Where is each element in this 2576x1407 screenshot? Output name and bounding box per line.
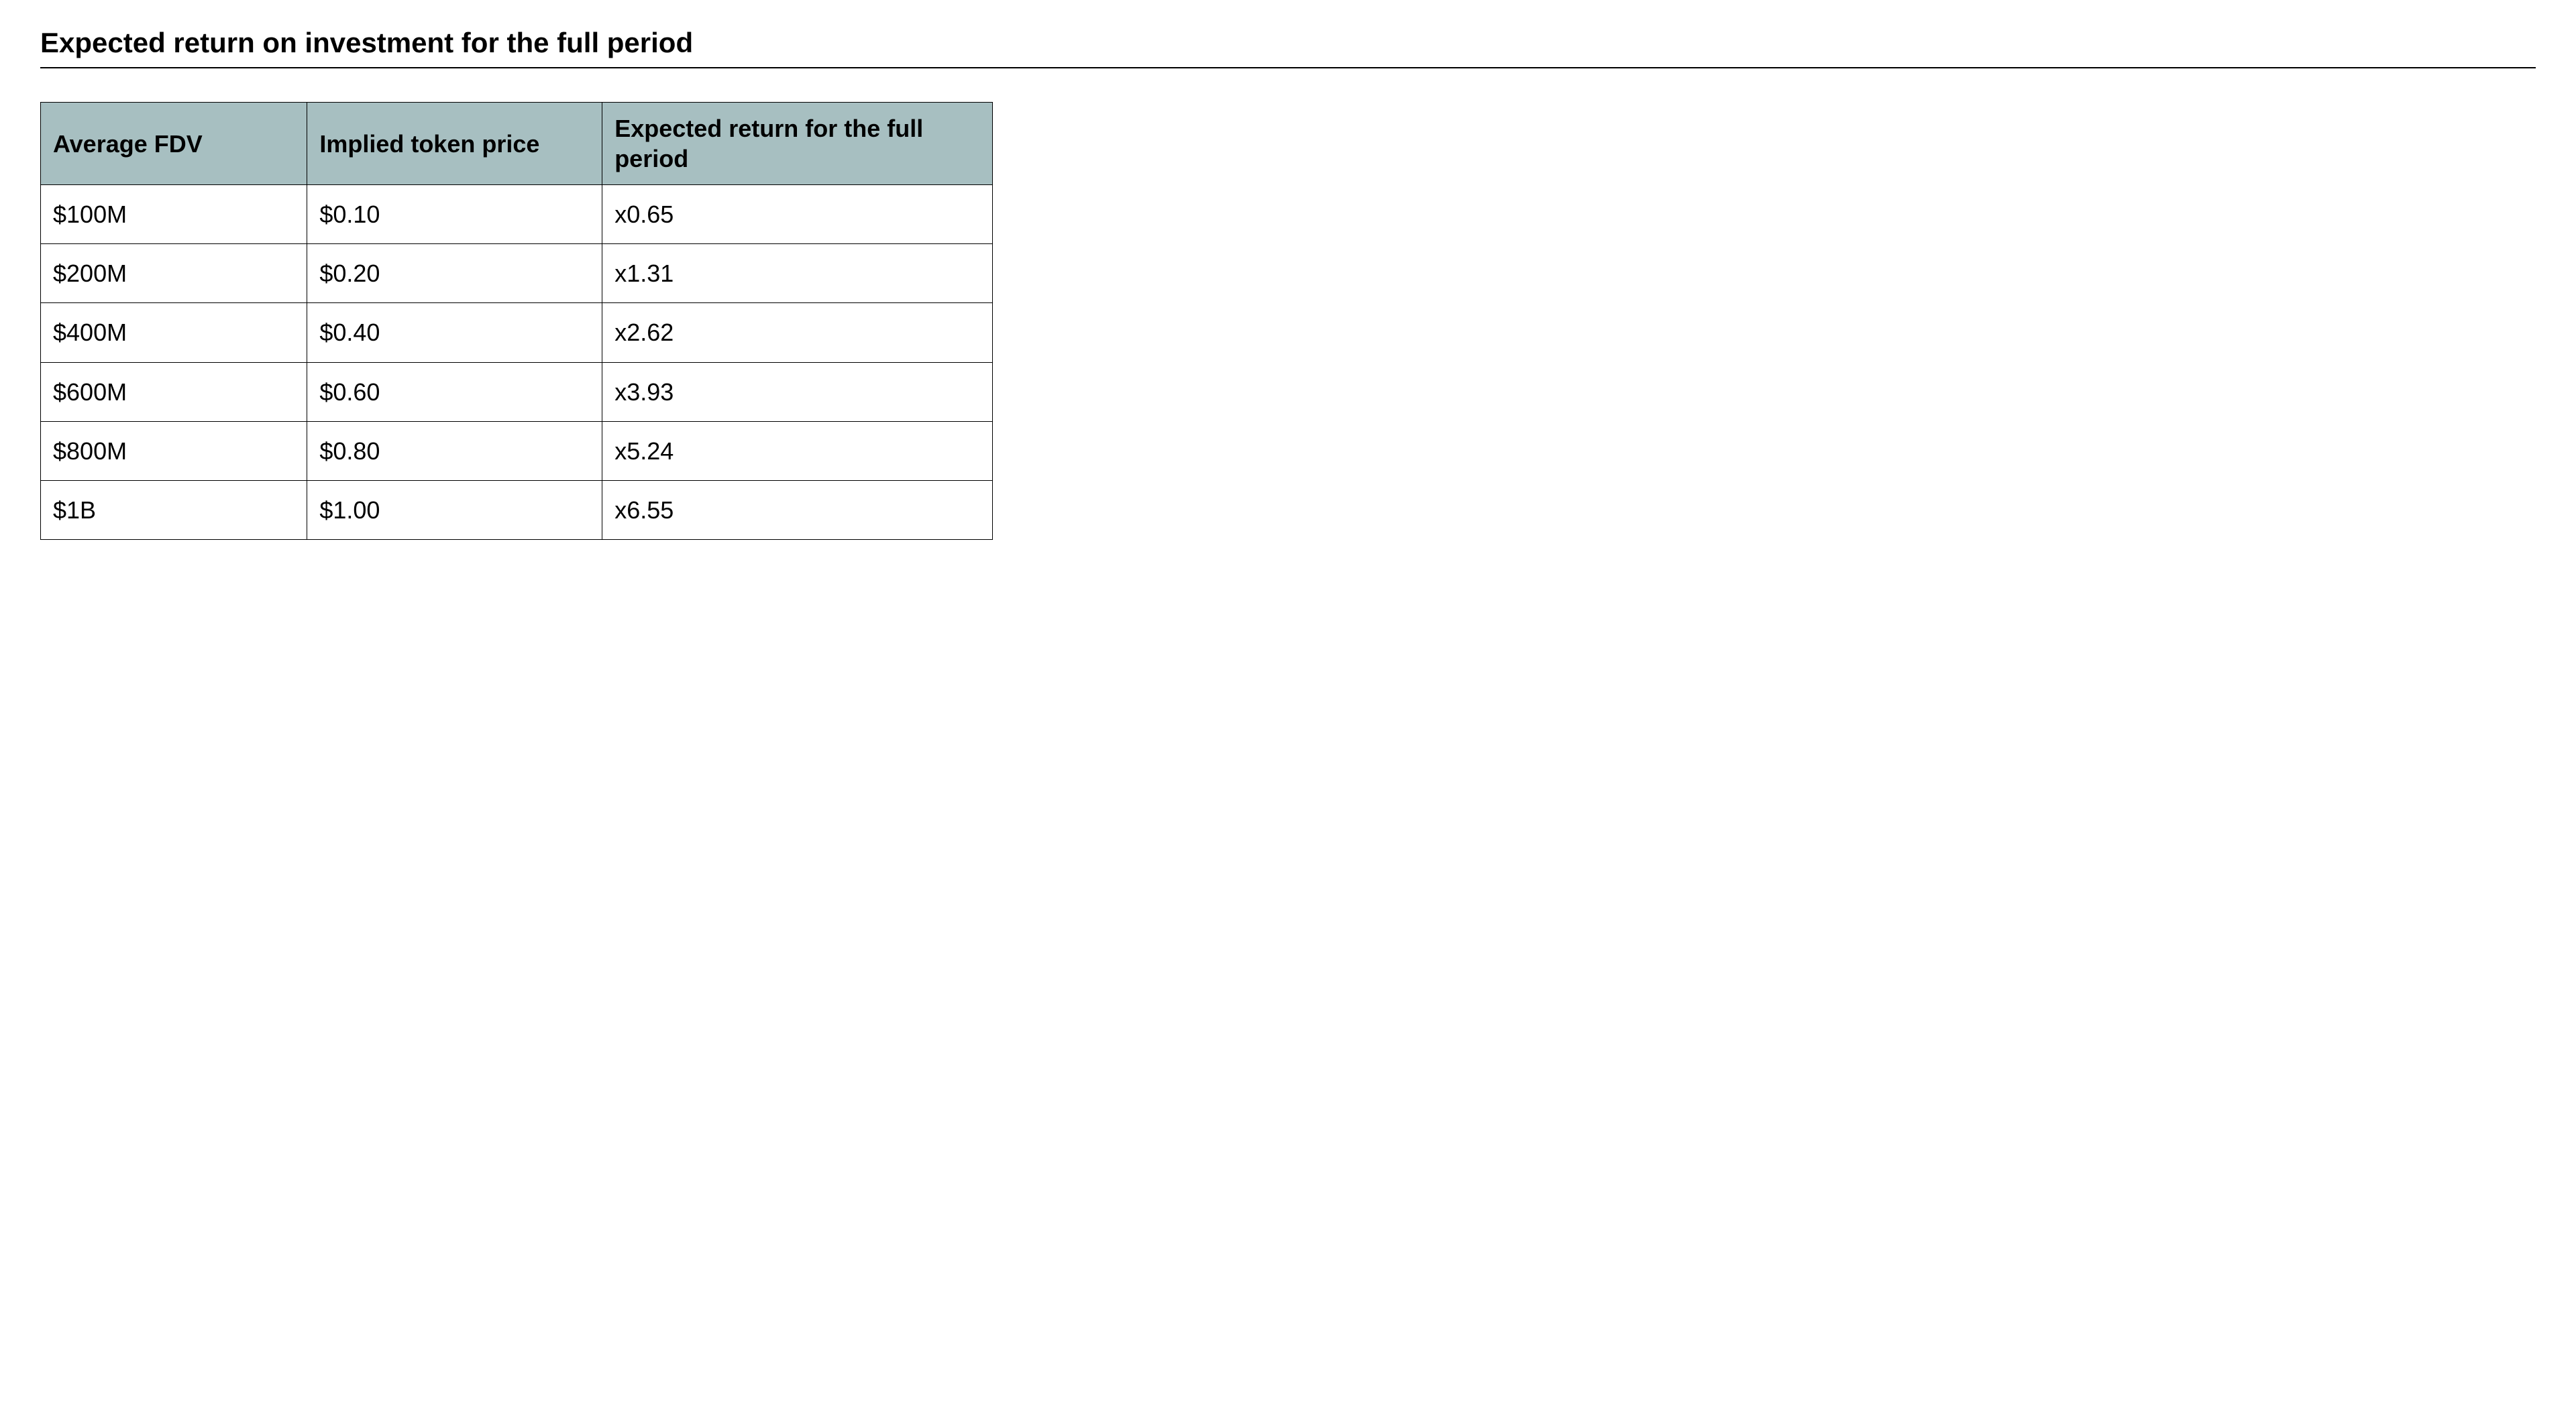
table-cell: $0.60 xyxy=(307,362,602,421)
table-cell: $0.80 xyxy=(307,421,602,480)
table-header-cell: Expected return for the full period xyxy=(602,103,993,185)
table-cell: $1.00 xyxy=(307,480,602,539)
table-row: $200M $0.20 x1.31 xyxy=(41,244,993,303)
table-row: $800M $0.80 x5.24 xyxy=(41,421,993,480)
table-cell: $100M xyxy=(41,185,307,244)
table-cell: x0.65 xyxy=(602,185,993,244)
roi-table: Average FDV Implied token price Expected… xyxy=(40,102,993,540)
table-cell: $800M xyxy=(41,421,307,480)
table-cell: $200M xyxy=(41,244,307,303)
table-cell: x5.24 xyxy=(602,421,993,480)
table-cell: $0.40 xyxy=(307,303,602,362)
table-row: $600M $0.60 x3.93 xyxy=(41,362,993,421)
table-cell: x3.93 xyxy=(602,362,993,421)
table-cell: x1.31 xyxy=(602,244,993,303)
table-header-cell: Average FDV xyxy=(41,103,307,185)
page-title: Expected return on investment for the fu… xyxy=(40,27,2536,68)
table-cell: $0.10 xyxy=(307,185,602,244)
table-cell: x2.62 xyxy=(602,303,993,362)
table-cell: $600M xyxy=(41,362,307,421)
table-cell: $0.20 xyxy=(307,244,602,303)
table-row: $1B $1.00 x6.55 xyxy=(41,480,993,539)
table-header-cell: Implied token price xyxy=(307,103,602,185)
table-cell: $400M xyxy=(41,303,307,362)
table-cell: x6.55 xyxy=(602,480,993,539)
table-row: $400M $0.40 x2.62 xyxy=(41,303,993,362)
table-row: $100M $0.10 x0.65 xyxy=(41,185,993,244)
table-cell: $1B xyxy=(41,480,307,539)
table-header-row: Average FDV Implied token price Expected… xyxy=(41,103,993,185)
